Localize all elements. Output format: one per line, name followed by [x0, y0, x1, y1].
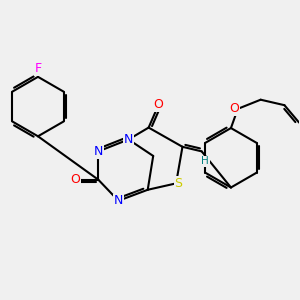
Text: N: N [114, 194, 123, 207]
Text: O: O [70, 173, 80, 186]
Text: S: S [174, 177, 182, 190]
Text: N: N [94, 145, 103, 158]
Text: H: H [202, 156, 209, 167]
Text: O: O [229, 102, 239, 115]
Text: N: N [124, 133, 133, 146]
Text: O: O [153, 98, 163, 111]
Text: F: F [34, 62, 41, 75]
